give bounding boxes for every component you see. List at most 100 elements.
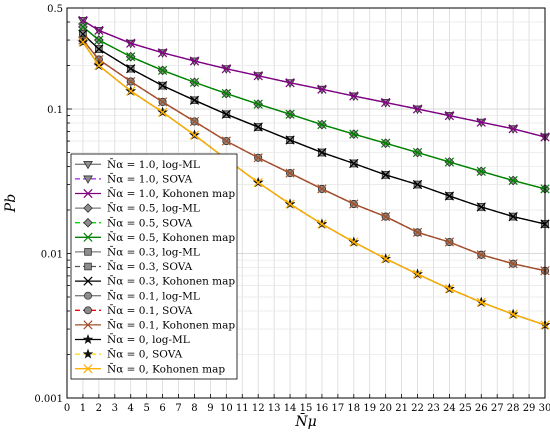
marker-x (508, 211, 518, 222)
marker-circle (84, 306, 92, 315)
legend-entry: N̄α = 0.5, SOVA (75, 216, 193, 229)
legend-label: N̄α = 0, log-ML (107, 333, 190, 346)
x-tick-label: 7 (175, 403, 181, 414)
marker-x (508, 175, 518, 186)
legend-entry: N̄α = 0.5, log-ML (75, 202, 200, 215)
marker-x (381, 254, 391, 264)
x-tick-label: 15 (300, 403, 313, 414)
y-tick-label: 0.1 (47, 105, 63, 116)
legend-entry: N̄α = 0.1, log-ML (75, 289, 200, 302)
y-tick-label: 0.001 (34, 394, 63, 405)
marker-triangle-down (83, 175, 93, 184)
marker-x (285, 168, 295, 178)
marker-x (157, 65, 168, 76)
x-axis: 0 1 2 3 4 5 6 7 8 9 10 11 12 13 14 15 16 17 18 19 20 21 22 23 24… (64, 394, 550, 414)
marker-x (157, 81, 168, 91)
marker-x (189, 77, 200, 87)
marker-x (412, 269, 423, 279)
marker-x (508, 259, 518, 269)
marker-x (126, 52, 136, 62)
marker-x (126, 38, 136, 48)
marker-x (476, 297, 486, 307)
series-line (82, 26, 546, 190)
marker-x (349, 199, 359, 209)
marker-x (381, 97, 391, 108)
marker-x (444, 157, 455, 167)
series-line (82, 39, 546, 272)
legend-label: N̄α = 0.5, SOVA (107, 216, 193, 229)
marker-triangle-down (83, 160, 93, 170)
x-tick-label: 16 (316, 403, 329, 414)
marker-x (444, 284, 455, 294)
series-line (82, 19, 546, 138)
marker-x (221, 136, 231, 146)
legend-entry: N̄α = 0, SOVA (75, 348, 183, 361)
marker-x (349, 129, 359, 139)
x-tick-label: 20 (379, 403, 392, 414)
marker-x (253, 122, 263, 132)
marker-x (285, 78, 295, 88)
legend-entry: N̄α = 0.5, Kohonen map (75, 231, 235, 244)
legend-entry: N̄α = 1.0, Kohonen map (75, 187, 235, 200)
x-tick-label: 12 (252, 403, 265, 414)
x-tick-label: 22 (411, 403, 424, 414)
legend-label: N̄α = 0.1, Kohonen map (107, 319, 235, 332)
legend-label: N̄α = 1.0, Kohonen map (107, 187, 235, 200)
y-tick-label: 0.01 (41, 250, 63, 261)
legend-entry: N̄α = 0.1, SOVA (75, 304, 193, 317)
series-2 (78, 15, 550, 142)
marker-square (84, 262, 92, 271)
marker-x (157, 97, 168, 107)
legend-label: N̄α = 0.3, SOVA (107, 260, 193, 273)
x-tick-label: 18 (347, 403, 360, 414)
legend-label: N̄α = 0.5, Kohonen map (107, 231, 235, 244)
x-tick-label: 23 (427, 403, 440, 414)
x-tick-label: 0 (64, 403, 70, 414)
x-tick-label: 25 (459, 403, 472, 414)
marker-x (189, 56, 200, 66)
marker-x (412, 104, 423, 114)
series-8 (78, 29, 550, 229)
marker-x (412, 147, 423, 158)
marker-x (189, 116, 200, 127)
legend-entry: N̄α = 1.0, log-ML (75, 158, 200, 171)
x-tick-label: 27 (491, 403, 504, 414)
legend-entry: N̄α = 1.0, SOVA (75, 173, 193, 186)
series-11 (78, 35, 550, 276)
marker-x (78, 37, 88, 47)
marker-x (94, 25, 104, 36)
marker-x (94, 35, 104, 45)
marker-x (285, 109, 295, 119)
marker-x (221, 88, 231, 99)
legend-entry: N̄α = 0, Kohonen map (75, 362, 225, 375)
marker-x (317, 119, 327, 130)
y-tick-label: 0.5 (47, 4, 63, 15)
legend-entry: N̄α = 0.3, SOVA (75, 260, 193, 273)
legend-label: N̄α = 0.3, Kohonen map (107, 275, 235, 288)
marker-x (189, 95, 200, 105)
marker-x (94, 44, 104, 54)
marker-x (444, 237, 455, 247)
marker-x (94, 60, 104, 71)
legend-label: N̄α = 1.0, SOVA (107, 173, 193, 186)
x-tick-label: 5 (143, 403, 149, 414)
x-tick-label: 26 (475, 403, 488, 414)
marker-x (189, 130, 200, 140)
x-tick-label: 2 (96, 403, 102, 414)
marker-x (412, 227, 423, 238)
marker-diamond (83, 217, 93, 228)
marker-x (349, 91, 359, 101)
x-tick-label: 29 (523, 403, 536, 414)
y-axis: 0.5 0.1 0.01 0.001 (34, 4, 72, 405)
marker-x (508, 124, 518, 134)
x-tick-label: 8 (191, 403, 197, 414)
x-tick-label: 3 (112, 403, 118, 414)
legend-entry: N̄α = 0.3, log-ML (75, 246, 200, 259)
legend-entry: N̄α = 0.1, Kohonen map (75, 319, 235, 332)
x-tick-label: 14 (284, 403, 297, 414)
marker-x (83, 276, 93, 286)
marker-x (349, 237, 359, 247)
marker-x (317, 184, 327, 194)
